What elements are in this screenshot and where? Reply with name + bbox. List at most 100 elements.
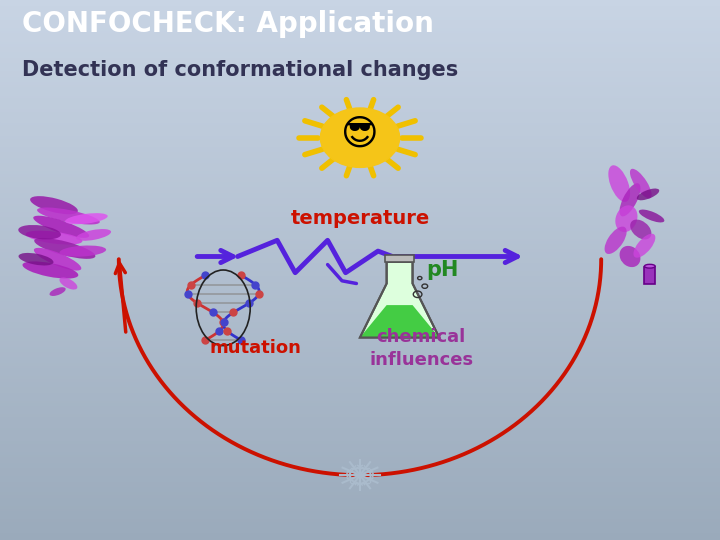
Polygon shape [644, 267, 655, 284]
Bar [0, 478, 720, 481]
Bar [0, 59, 720, 62]
Ellipse shape [26, 231, 82, 245]
Bar [0, 178, 720, 181]
Bar [0, 70, 720, 73]
Bar [0, 11, 720, 14]
Bar [0, 224, 720, 227]
Bar [0, 521, 720, 524]
Bar [0, 73, 720, 76]
Bar [0, 254, 720, 256]
Bar [0, 130, 720, 132]
Bar [0, 200, 720, 202]
Bar [0, 316, 720, 319]
Bar [0, 192, 720, 194]
Bar [0, 251, 720, 254]
Bar [0, 343, 720, 346]
Bar [0, 97, 720, 100]
Bar [0, 78, 720, 81]
Bar [0, 3, 720, 5]
Bar [0, 467, 720, 470]
Bar [0, 16, 720, 19]
Bar [0, 57, 720, 59]
Bar [0, 308, 720, 310]
Bar [0, 400, 720, 402]
Bar [0, 194, 720, 197]
Bar [0, 305, 720, 308]
Bar [0, 243, 720, 246]
Bar [0, 310, 720, 313]
Bar [0, 132, 720, 135]
Bar [0, 286, 720, 289]
Bar [0, 127, 720, 130]
Bar [0, 359, 720, 362]
Bar [0, 410, 720, 413]
Bar [0, 208, 720, 211]
Bar [0, 40, 720, 43]
Bar [0, 235, 720, 238]
Bar [0, 154, 720, 157]
Bar [0, 524, 720, 526]
Bar [0, 378, 720, 381]
Bar [0, 448, 720, 451]
Ellipse shape [30, 196, 78, 214]
Bar [0, 259, 720, 262]
Ellipse shape [620, 246, 640, 267]
Text: pH: pH [427, 260, 459, 280]
Bar [0, 38, 720, 40]
Bar [0, 402, 720, 405]
Bar [0, 54, 720, 57]
Bar [0, 329, 720, 332]
Bar [0, 105, 720, 108]
Bar [0, 211, 720, 213]
Bar [0, 273, 720, 275]
Bar [0, 475, 720, 478]
Bar [0, 0, 720, 3]
Ellipse shape [60, 278, 77, 289]
Ellipse shape [76, 229, 111, 241]
Bar [0, 265, 720, 267]
Bar [0, 335, 720, 338]
Bar [0, 167, 720, 170]
Bar [0, 429, 720, 432]
Bar [0, 516, 720, 518]
Bar [0, 418, 720, 421]
Bar [0, 302, 720, 305]
Ellipse shape [18, 225, 61, 239]
Ellipse shape [634, 234, 655, 258]
Bar [0, 529, 720, 532]
Bar [0, 292, 720, 294]
Bar [0, 19, 720, 22]
Ellipse shape [22, 261, 78, 279]
Bar [0, 92, 720, 94]
Bar [0, 173, 720, 176]
Bar [0, 489, 720, 491]
Bar [0, 262, 720, 265]
Bar [0, 348, 720, 351]
Polygon shape [360, 305, 439, 338]
Bar [0, 427, 720, 429]
Bar [0, 281, 720, 284]
Bar [0, 408, 720, 410]
Bar [0, 146, 720, 148]
Ellipse shape [636, 188, 660, 200]
Bar [0, 81, 720, 84]
Bar [0, 459, 720, 462]
Bar [0, 24, 720, 27]
Bar [0, 513, 720, 516]
Bar [0, 186, 720, 189]
Ellipse shape [65, 213, 108, 224]
Bar [0, 122, 720, 124]
Bar [0, 43, 720, 46]
Text: 😎: 😎 [341, 118, 379, 152]
Bar [0, 227, 720, 229]
Bar [0, 27, 720, 30]
Bar [0, 494, 720, 497]
Bar [0, 454, 720, 456]
Bar [0, 30, 720, 32]
Bar [0, 162, 720, 165]
Bar [0, 22, 720, 24]
Bar [0, 505, 720, 508]
Bar [0, 297, 720, 300]
Bar [0, 532, 720, 535]
Bar [0, 486, 720, 489]
